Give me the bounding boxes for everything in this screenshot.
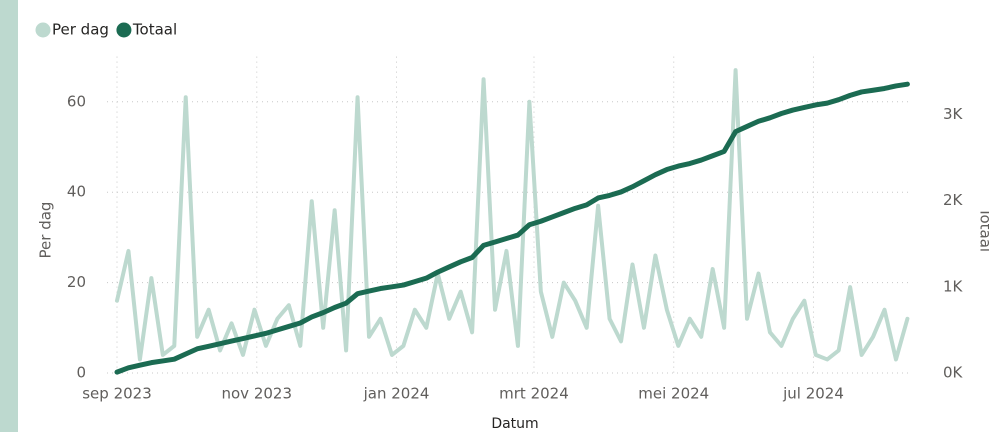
legend-marker <box>35 22 51 38</box>
y-tick-label: 20 <box>67 273 86 291</box>
y2-tick-label: 0K <box>943 364 964 382</box>
x-tick-label: sep 2023 <box>82 385 152 403</box>
y-tick-label: 40 <box>67 183 86 201</box>
y2-tick-label: 1K <box>943 277 964 295</box>
x-tick-label: mei 2024 <box>638 385 709 403</box>
y-axis-title: Per dag <box>37 202 55 259</box>
legend-marker <box>116 22 132 38</box>
series-line <box>115 68 910 362</box>
x-tick-label: jan 2024 <box>363 385 430 403</box>
x-tick-label: nov 2023 <box>221 385 292 403</box>
side-strip <box>0 0 18 432</box>
legend-label: Totaal <box>132 21 177 39</box>
series-line <box>114 81 910 375</box>
y2-tick-label: 2K <box>943 191 964 209</box>
x-axis-title: Datum <box>491 416 538 432</box>
legend-label: Per dag <box>52 21 109 39</box>
y2-tick-label: 3K <box>943 105 964 123</box>
y2-axis-title: Totaal <box>977 207 989 252</box>
y-tick-label: 60 <box>67 92 86 110</box>
x-tick-label: jul 2024 <box>782 385 844 403</box>
x-tick-label: mrt 2024 <box>499 385 569 403</box>
y-tick-label: 0 <box>76 364 86 382</box>
